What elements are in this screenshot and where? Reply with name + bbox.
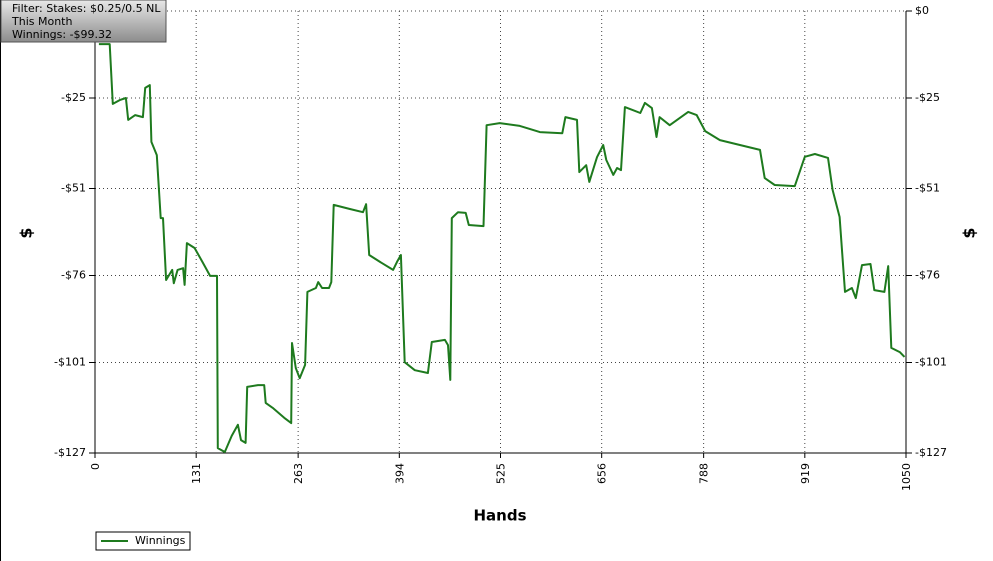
x-axis-title: Hands <box>473 507 526 525</box>
y-tick-label: -$76 <box>61 269 86 282</box>
y2-tick-label: -$101 <box>915 356 947 369</box>
legend-label: Winnings <box>135 534 186 547</box>
info-line: Filter: Stakes: $0.25/0.5 NL <box>12 2 161 15</box>
x-tick-label: 919 <box>799 463 812 484</box>
y-tick-label: -$127 <box>54 446 86 459</box>
y2-tick-label: $0 <box>915 4 929 17</box>
y2-axis-title: $ <box>960 227 979 238</box>
x-tick-label: 656 <box>596 463 609 484</box>
x-tick-label: 263 <box>292 463 305 484</box>
info-box <box>0 0 167 43</box>
y2-tick-label: -$76 <box>915 269 940 282</box>
plot-area: $0$0-$25-$25-$51-$51-$76-$76-$101-$101-$… <box>54 4 947 491</box>
y-tick-label: -$101 <box>54 356 86 369</box>
y2-tick-label: -$25 <box>915 91 940 104</box>
x-tick-label: 394 <box>393 463 406 484</box>
series-line <box>98 43 906 453</box>
x-tick-label: 525 <box>495 463 508 484</box>
y-tick-label: -$51 <box>61 181 86 194</box>
info-line: This Month <box>11 15 72 28</box>
x-tick-label: 0 <box>89 463 102 470</box>
legend <box>95 531 191 551</box>
info-line: Winnings: -$99.32 <box>12 28 112 41</box>
y-tick-label: -$25 <box>61 91 86 104</box>
y2-tick-label: -$51 <box>915 181 940 194</box>
x-tick-label: 131 <box>190 463 203 484</box>
x-tick-label: 1050 <box>900 463 913 491</box>
y2-tick-label: -$127 <box>915 446 947 459</box>
y-axis-title: $ <box>17 227 36 238</box>
x-tick-label: 788 <box>698 463 711 484</box>
